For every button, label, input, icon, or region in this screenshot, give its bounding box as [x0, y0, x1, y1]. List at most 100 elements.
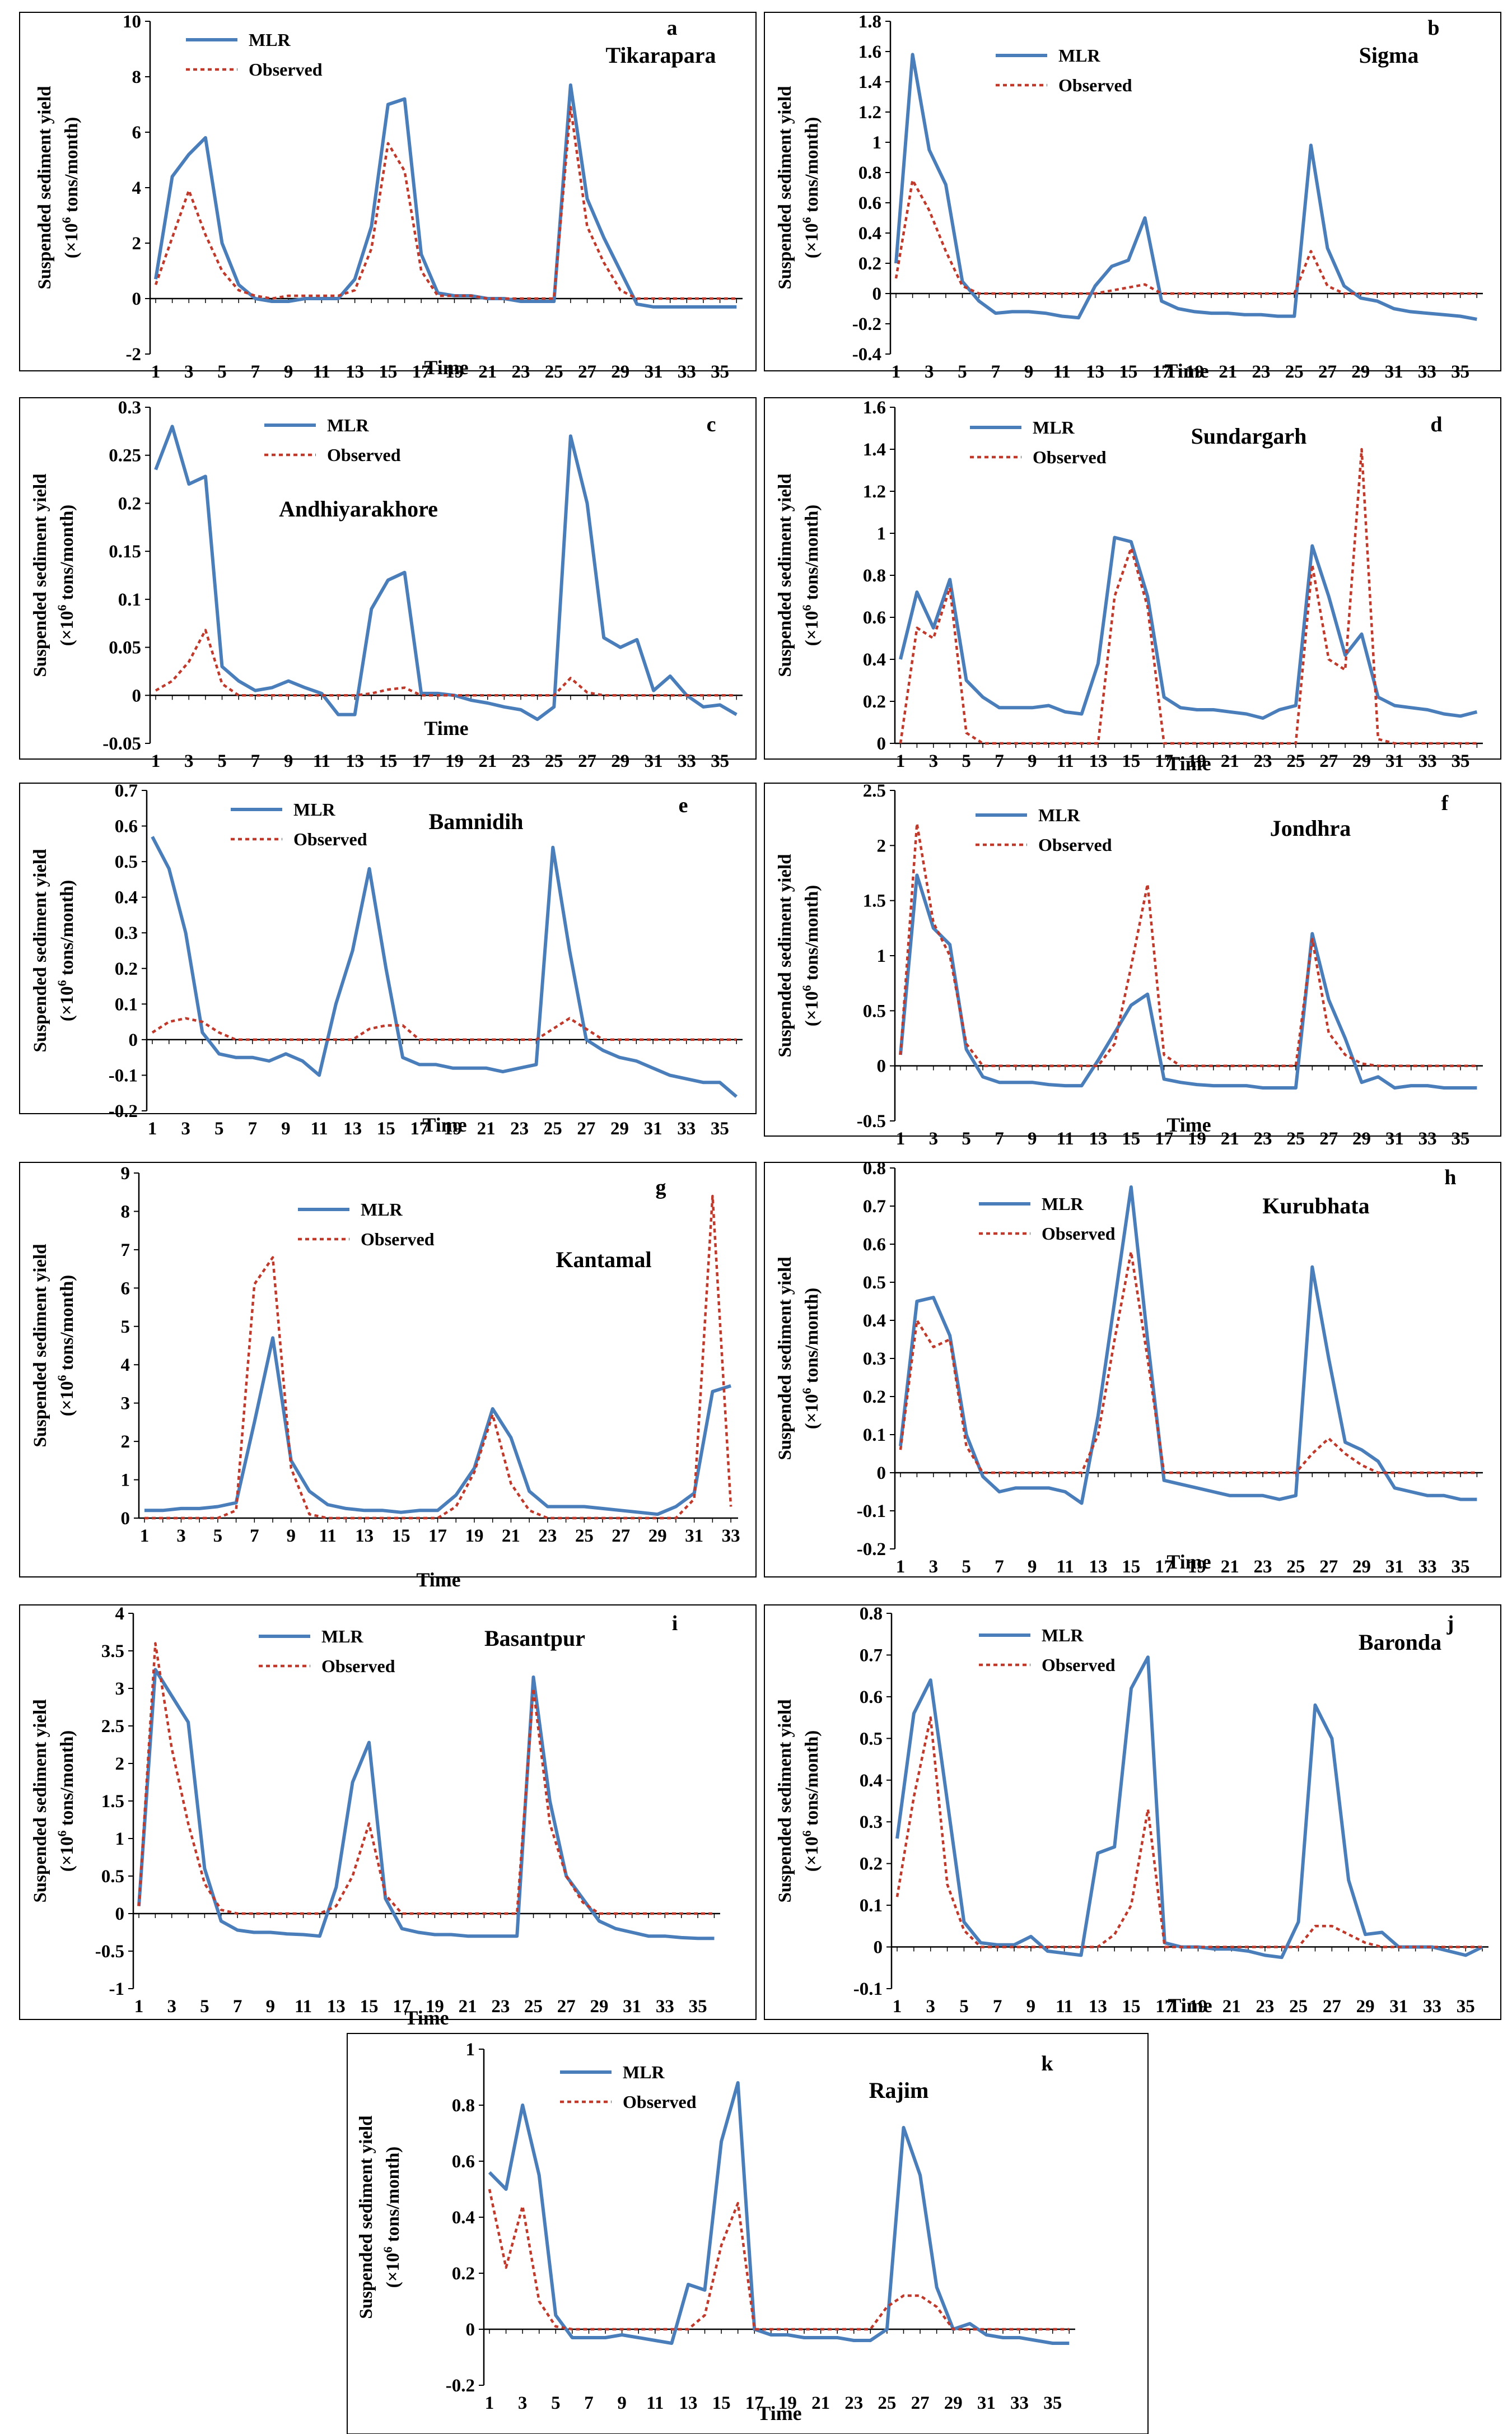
y-tick-label: 9	[121, 1164, 130, 1184]
x-tick-label: 15	[379, 751, 397, 771]
x-tick-label: 27	[612, 1526, 630, 1546]
x-tick-label: 33	[1010, 2393, 1029, 2413]
x-tick-label: 7	[251, 751, 260, 771]
x-tick-label: 31	[1385, 1129, 1404, 1149]
station-title: Bamnidih	[429, 809, 524, 834]
x-tick-label: 35	[689, 1996, 707, 2017]
x-tick-label: 11	[295, 1996, 312, 2017]
x-tick-label: 23	[1256, 1996, 1274, 2017]
chart-panel-b: -0.4-0.200.20.40.60.811.21.41.61.81 3 5 7 9 1…	[764, 12, 1501, 382]
x-tick-label: 3	[176, 1526, 186, 1546]
y-tick-label: 0.1	[115, 994, 138, 1014]
x-tick-label: 31	[1385, 751, 1404, 771]
x-tick-label: 21	[811, 2393, 830, 2413]
chart-panel-k: -0.200.20.40.60.811 3 5 7 9 11 13 15 17 19 21 23 25 2…	[347, 2033, 1149, 2434]
legend-label-observed: Observed	[1038, 835, 1112, 855]
series-mlr-line	[144, 1336, 731, 1516]
y-tick-label: -0.1	[857, 1501, 886, 1521]
series-mlr-line	[154, 83, 737, 309]
y-tick-label: 1.6	[863, 398, 886, 418]
x-tick-label: 25	[878, 2393, 896, 2413]
x-tick-label: 7	[991, 362, 1001, 382]
x-tick-label: 3	[929, 1557, 939, 1577]
x-tick-label: 21	[1221, 751, 1239, 771]
x-tick-label: 9	[617, 2393, 627, 2413]
x-tick-label: 13	[679, 2393, 697, 2413]
y-tick-label: 5	[121, 1317, 130, 1337]
y-tick-label: 1	[877, 524, 886, 544]
x-tick-label: 27	[1319, 1129, 1338, 1149]
x-tick-label: 25	[545, 362, 563, 382]
legend-label-observed: Observed	[361, 1229, 435, 1249]
panel-letter: c	[707, 413, 716, 436]
x-tick-label: 33	[677, 1119, 696, 1139]
y-tick-label: 0.4	[115, 888, 138, 908]
panel-letter: g	[656, 1176, 666, 1199]
y-tick-label: 1	[115, 1829, 125, 1849]
y-tick-label: 0.5	[101, 1867, 124, 1887]
station-title: Kantamal	[556, 1247, 651, 1272]
x-tick-label: 7	[584, 2393, 594, 2413]
x-tick-label: 25	[545, 751, 563, 771]
chart-panel-e: -0.2-0.100.10.20.30.40.50.60.71 3 5 7 9 11 13 1…	[19, 781, 757, 1139]
y-tick-label: 0	[132, 289, 142, 309]
x-tick-label: 35	[1452, 751, 1470, 771]
y-tick-label: 0.2	[118, 494, 141, 514]
x-tick-label: 21	[459, 1996, 477, 2017]
series-observed-line	[151, 1017, 737, 1041]
y-tick-label: 0.15	[109, 542, 141, 562]
x-tick-label: 35	[1043, 2393, 1062, 2413]
y-tick-label: 0.6	[452, 2152, 475, 2172]
x-tick-label: 23	[844, 2393, 863, 2413]
legend-label-mlr: MLR	[321, 1626, 364, 1646]
y-tick-label: 6	[132, 123, 142, 143]
legend: MLR Observed	[231, 799, 367, 849]
x-tick-label: 15	[377, 1119, 395, 1139]
series-observed-line	[899, 822, 1477, 1067]
legend-label-mlr: MLR	[1038, 805, 1081, 825]
x-tick-label: 33	[1418, 362, 1436, 382]
x-tick-label: 13	[1089, 1557, 1107, 1577]
y-tick-label: 0.7	[863, 1197, 886, 1217]
legend-label-observed: Observed	[623, 2092, 697, 2112]
y-tick-label: 2	[877, 836, 886, 856]
station-title: Jondhra	[1270, 816, 1351, 841]
y-tick-label: 0.05	[109, 638, 141, 658]
x-tick-label: 7	[250, 1526, 259, 1546]
series-mlr-line	[488, 2081, 1070, 2345]
x-tick-label: 33	[1423, 1996, 1441, 2017]
legend: MLR Observed	[976, 805, 1112, 855]
x-tick-label: 9	[1028, 1129, 1037, 1149]
x-tick-label: 23	[1254, 1557, 1272, 1577]
x-tick-label: 33	[1418, 1129, 1437, 1149]
y-tick-label: 1	[877, 946, 886, 966]
x-axis-title: Time	[404, 2007, 449, 2029]
x-tick-label: 1	[893, 1996, 902, 2017]
panel-frame	[764, 783, 1501, 1137]
y-tick-label: 2	[115, 1754, 125, 1774]
x-tick-label: 31	[1389, 1996, 1408, 2017]
x-tick-label: 31	[1385, 362, 1403, 382]
y-tick-label: 0	[877, 1057, 886, 1077]
x-axis-title: Time	[416, 1569, 460, 1591]
x-tick-label: 15	[1122, 1996, 1141, 2017]
panel-letter: k	[1041, 2052, 1053, 2075]
x-tick-label: 29	[610, 1119, 629, 1139]
legend-label-mlr: MLR	[1042, 1625, 1084, 1645]
y-tick-label: 0.6	[858, 193, 881, 213]
x-tick-label: 35	[711, 751, 729, 771]
x-tick-label: 3	[929, 751, 939, 771]
station-title: Basantpur	[484, 1626, 585, 1651]
x-tick-label: 33	[1418, 1557, 1437, 1577]
legend-label-mlr: MLR	[249, 30, 291, 50]
legend-label-mlr: MLR	[327, 415, 370, 435]
x-tick-label: 27	[1323, 1996, 1341, 2017]
x-tick-label: 7	[993, 1996, 1002, 2017]
x-tick-label: 9	[1028, 1557, 1037, 1577]
x-tick-label: 5	[217, 362, 227, 382]
y-tick-label: 0.2	[452, 2264, 475, 2284]
x-tick-label: 11	[313, 362, 330, 382]
y-tick-label: -1	[109, 1979, 125, 1999]
y-tick-label: 0	[466, 2320, 475, 2340]
y-tick-label: 0.1	[863, 1425, 886, 1445]
